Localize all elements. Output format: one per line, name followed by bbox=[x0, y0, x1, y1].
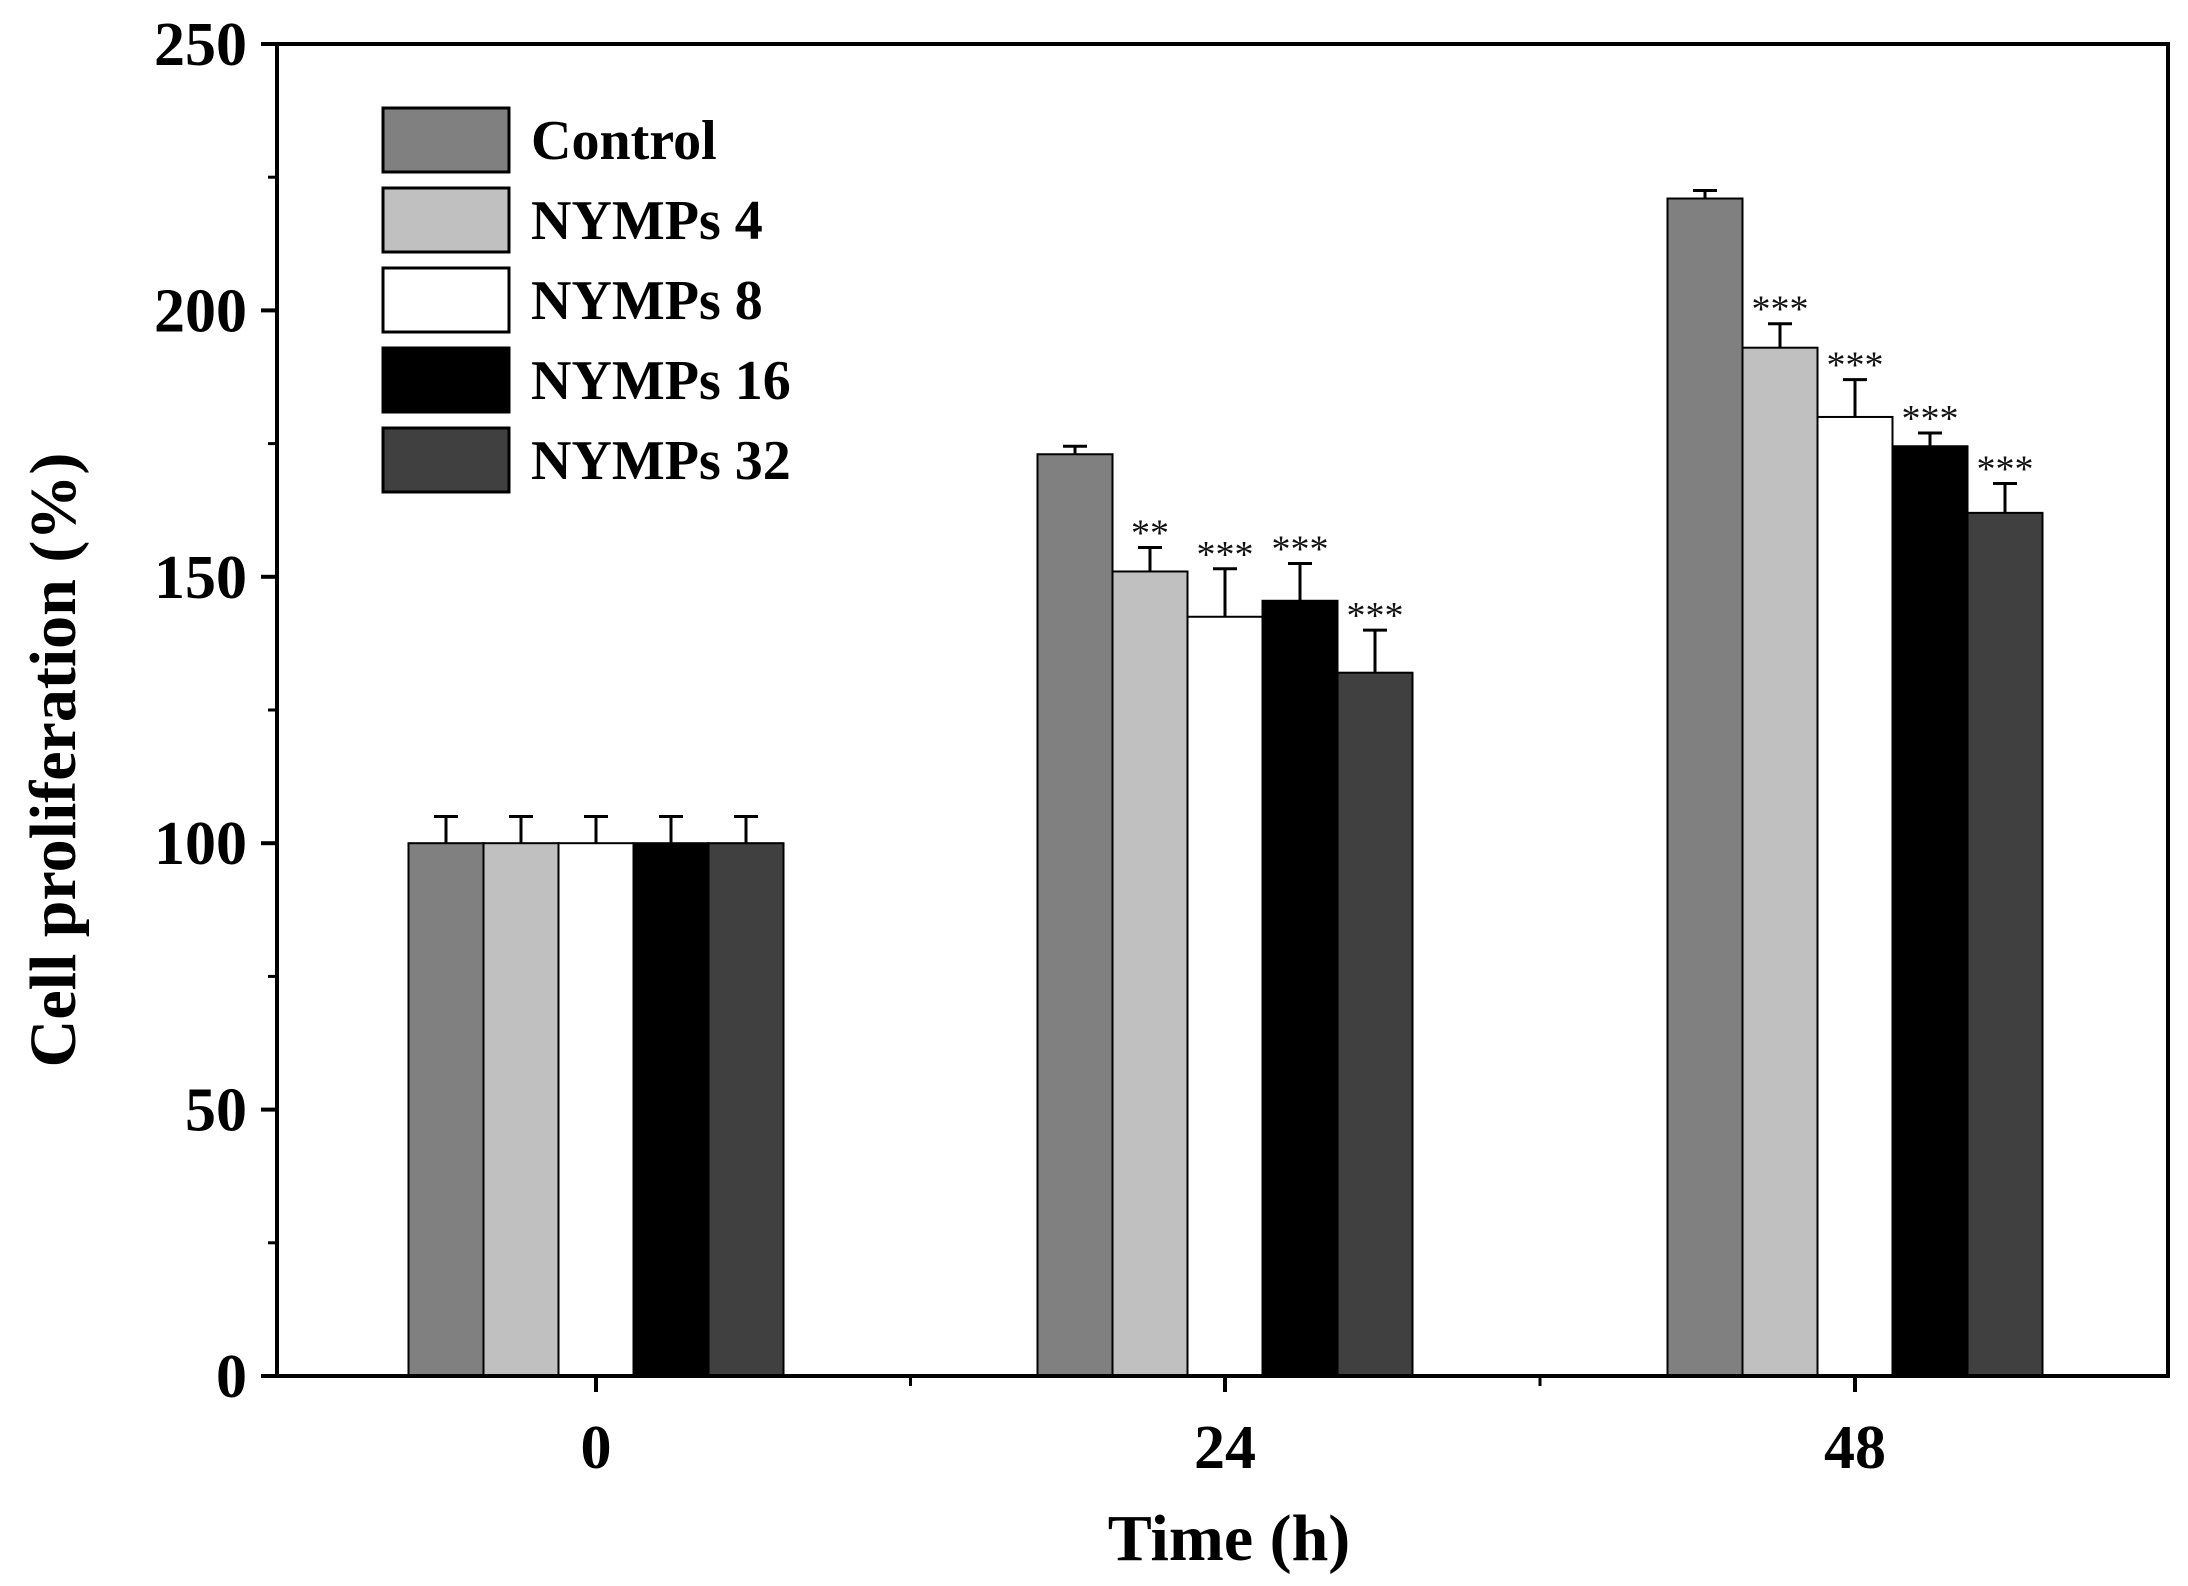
legend-label-nymps-8: NYMPs 8 bbox=[531, 270, 763, 332]
significance-label-nymps-32-t48: *** bbox=[1977, 449, 2034, 491]
x-axis-title: Time (h) bbox=[1108, 1502, 1351, 1575]
significance-label-nymps-32-t24: *** bbox=[1347, 595, 1404, 637]
y-tick-label-200: 200 bbox=[154, 277, 247, 345]
y-tick-label-50: 50 bbox=[185, 1077, 247, 1145]
bar-nymps-32-t24 bbox=[1336, 671, 1414, 1377]
bar-nymps-32-t0 bbox=[707, 842, 785, 1377]
bar-nymps-4-t48 bbox=[1741, 346, 1819, 1377]
significance-label-nymps-16-t24: *** bbox=[1272, 528, 1329, 570]
x-tick-label-48: 48 bbox=[1824, 1414, 1886, 1482]
y-tick-label-250: 250 bbox=[154, 11, 247, 79]
y-tick-label-0: 0 bbox=[216, 1343, 247, 1411]
bar-nymps-32-t48 bbox=[1966, 511, 2044, 1377]
legend-swatch-control bbox=[381, 106, 511, 174]
legend-label-nymps-4: NYMPs 4 bbox=[531, 190, 763, 252]
bar-nymps-4-t24 bbox=[1111, 570, 1189, 1377]
y-tick-label-150: 150 bbox=[154, 544, 247, 612]
significance-label-nymps-8-t48: *** bbox=[1827, 345, 1884, 387]
legend-label-nymps-16: NYMPs 16 bbox=[531, 350, 791, 412]
legend-label-nymps-32: NYMPs 32 bbox=[531, 430, 791, 492]
significance-label-nymps-16-t48: *** bbox=[1902, 398, 1959, 440]
bar-control-t24 bbox=[1036, 453, 1114, 1378]
axes-layer: 0 50 100 150 200 250 0 24 48 bbox=[154, 11, 2170, 1482]
y-axis-title: Cell proliferation (%) bbox=[17, 453, 90, 1068]
bar-nymps-16-t0 bbox=[632, 842, 710, 1377]
bar-nymps-8-t48 bbox=[1816, 415, 1894, 1377]
bar-nymps-8-t0 bbox=[557, 842, 635, 1377]
legend-swatch-nymps-4 bbox=[381, 186, 511, 254]
bar-control-t0 bbox=[407, 842, 485, 1377]
legend-swatch-nymps-32 bbox=[381, 426, 511, 494]
bar-nymps-4-t0 bbox=[482, 842, 560, 1377]
bar-nymps-16-t48 bbox=[1891, 445, 1969, 1378]
x-tick-label-24: 24 bbox=[1194, 1414, 1256, 1482]
significance-label-nymps-8-t24: *** bbox=[1197, 534, 1254, 576]
significance-label-nymps-4-t48: *** bbox=[1752, 289, 1809, 331]
legend-label-control: Control bbox=[531, 110, 717, 172]
bar-nymps-8-t24 bbox=[1186, 615, 1264, 1377]
legend-swatch-nymps-16 bbox=[381, 346, 511, 414]
y-tick-label-100: 100 bbox=[154, 810, 247, 878]
bars-layer: ***** ****************** bbox=[407, 189, 2044, 1378]
bar-nymps-16-t24 bbox=[1261, 599, 1339, 1377]
legend-swatch-nymps-8 bbox=[381, 266, 511, 334]
significance-label-nymps-4-t24: ** bbox=[1131, 512, 1169, 554]
bar-control-t48 bbox=[1666, 197, 1744, 1378]
legend: Control NYMPs 4 NYMPs 8 NYMPs 16 NYMPs 32 bbox=[381, 106, 791, 494]
x-tick-label-0: 0 bbox=[581, 1414, 612, 1482]
